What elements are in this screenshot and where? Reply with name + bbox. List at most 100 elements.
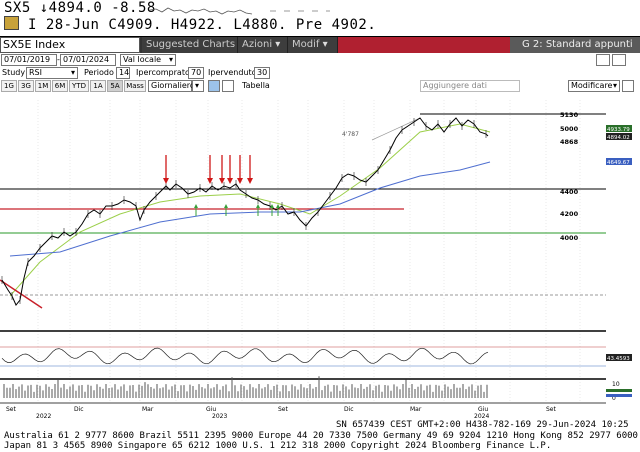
chevron-down-icon: ▾ — [612, 81, 617, 90]
month-label: Giu — [206, 406, 216, 413]
quote-line-1: SX5 ↓4894.0 -8.58 — [4, 0, 156, 16]
volume-panel: 10 0 — [3, 376, 632, 402]
low-value: L4880. — [233, 17, 287, 33]
price-tag — [606, 125, 632, 132]
window-button[interactable] — [596, 54, 610, 66]
price-tag — [606, 133, 632, 140]
alert-band — [338, 37, 510, 53]
level-label: 4400 — [560, 188, 579, 196]
up-arrow-icon — [256, 204, 260, 208]
quote-line-2: I 28-Jun C4909. H4922. L4880. Pre 4902. — [4, 16, 376, 33]
month-label: Set — [278, 406, 289, 413]
rsi-tag-text: 43.4593 — [607, 356, 630, 362]
price-tag-text: 4894.02 — [607, 135, 630, 141]
quote-prefix: I — [27, 17, 37, 33]
study-value: RSI — [29, 68, 42, 77]
tab-3g[interactable]: 3G — [18, 80, 34, 92]
prev-value: 4902. — [331, 17, 377, 33]
prev-label: Pre — [295, 17, 323, 33]
tab-6m[interactable]: 6M — [52, 80, 68, 92]
modify-chart-label: Modificare — [571, 81, 613, 90]
price-change: -8.58 — [111, 0, 156, 16]
tab-1g[interactable]: 1G — [1, 80, 17, 92]
study-row: Study RSI ▾ Periodo 14 Ipercomprato 70 Ip… — [0, 67, 640, 80]
annotation-label: 4'787 — [342, 131, 359, 138]
price-series — [1, 117, 489, 306]
ma-short-line — [9, 123, 491, 297]
currency-select[interactable]: Val locale ▾ — [120, 54, 176, 66]
actions-button[interactable]: Azioni ▾ — [238, 37, 288, 53]
chevron-down-icon: ▾ — [275, 39, 281, 50]
start-date-field[interactable]: 07/01/2019 — [1, 54, 57, 66]
chevron-down-icon: ▾ — [168, 55, 173, 64]
down-arrow-icon — [237, 178, 243, 184]
lock-badge-icon — [4, 16, 19, 30]
overbought-field[interactable]: 70 — [188, 67, 204, 79]
down-arrow-icon — [163, 178, 169, 184]
period-field[interactable]: 14 — [116, 67, 130, 79]
level-label: 4868 — [560, 138, 579, 146]
period-label: Periodo — [84, 68, 114, 77]
ma-long-line — [9, 161, 491, 257]
chart-grid — [37, 100, 581, 402]
rsi-tag — [606, 354, 632, 361]
moving-averages — [0, 117, 491, 309]
study-select[interactable]: RSI ▾ — [26, 67, 78, 79]
tab-5a[interactable]: 5A — [107, 80, 123, 92]
down-arrow-icon — [227, 178, 233, 184]
price-line — [1, 117, 489, 306]
period-select-value: Giornaliero — [151, 81, 195, 90]
up-arrow-icon — [194, 204, 198, 208]
quote-header: SX5 ↓4894.0 -8.58 I 28-Jun C4909. H4922.… — [0, 0, 640, 36]
close-window-button[interactable] — [612, 54, 626, 66]
volume-axis-label: 10 — [612, 381, 620, 388]
period-dropdown[interactable]: ▾ — [192, 80, 204, 92]
month-label: Giu — [478, 406, 488, 413]
price-tag-text: 4933.79 — [607, 127, 630, 133]
page-selector[interactable]: G 2: Standard appunti — [510, 37, 640, 53]
footer-session: SN 657439 CEST GMT+2:00 H438-782-169 29-… — [336, 420, 629, 430]
up-arrow-icon — [276, 204, 280, 208]
last-price: 4894.0 — [48, 0, 103, 16]
suggested-charts-button[interactable]: Suggested Charts ▾ — [142, 37, 238, 65]
line-chart-icon[interactable] — [208, 80, 220, 92]
year-label: 2023 — [212, 413, 227, 418]
oversold-label: Ipervenduto — [208, 68, 257, 77]
signal-arrows — [163, 155, 280, 216]
footer-contacts-2: Japan 81 3 4565 8900 Singapore 65 6212 1… — [4, 441, 552, 451]
toolbar: SX5E Index Suggested Charts ▾ Azioni ▾ M… — [0, 36, 640, 65]
down-arrow-icon — [219, 178, 225, 184]
level-label: 4200 — [560, 210, 579, 218]
ticker-label: SX5 — [4, 0, 31, 16]
currency-value: Val locale — [123, 55, 162, 64]
volume-tag — [606, 394, 632, 397]
up-arrow-icon — [270, 204, 274, 208]
tab-1m[interactable]: 1M — [35, 80, 51, 92]
high-value: H4922. — [170, 17, 225, 33]
year-label: 2022 — [36, 413, 51, 418]
end-date-field[interactable]: 07/01/2024 — [60, 54, 116, 66]
month-label: Set — [546, 406, 557, 413]
footer-contacts-1: Australia 61 2 9777 8600 Brazil 5511 239… — [4, 431, 638, 441]
security-field[interactable]: SX5E Index — [0, 37, 140, 53]
bar-chart-icon[interactable] — [222, 80, 234, 92]
chevron-down-icon: ▾ — [70, 68, 75, 77]
tab-ytd[interactable]: YTD — [69, 80, 89, 92]
date-row: 07/01/2019 - 07/01/2024 Val locale ▾ — [0, 54, 640, 67]
volume-axis-label: 0 — [612, 395, 616, 402]
modify-button[interactable]: Modif ▾ — [288, 37, 338, 53]
overbought-label: Ipercomprato — [136, 68, 190, 77]
level-label: 4000 — [560, 234, 579, 242]
rsi-line — [1, 347, 489, 365]
tab-1a[interactable]: 1A — [90, 80, 106, 92]
oversold-field[interactable]: 30 — [254, 67, 270, 79]
month-label: Mar — [410, 406, 422, 413]
tab-mass[interactable]: Mass — [124, 80, 146, 92]
modify-chart-button[interactable]: Modificare ▾ — [568, 80, 620, 92]
month-label: Dic — [74, 406, 84, 413]
up-arrow-icon — [224, 204, 228, 208]
period-select[interactable]: Giornaliero — [148, 80, 195, 92]
settings-button[interactable] — [622, 80, 634, 92]
table-button[interactable]: Tabella — [242, 81, 270, 90]
add-data-field[interactable]: Aggiungere dati — [420, 80, 520, 92]
